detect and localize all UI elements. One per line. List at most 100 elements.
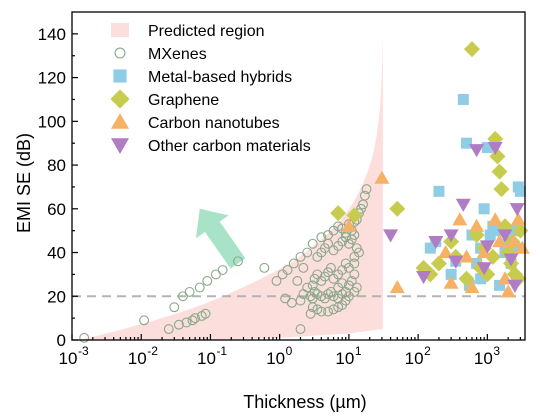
mxenes-point: [233, 256, 243, 267]
graphene-point: [389, 200, 406, 217]
carbon-nanotubes-point: [506, 234, 522, 248]
carbon-nanotubes-point: [500, 284, 516, 298]
mxenes-point: [337, 278, 348, 289]
mxenes-point: [325, 262, 336, 273]
other-carbon-materials-point: [443, 229, 459, 243]
x-tick-label: 10: [335, 349, 354, 368]
mxenes-point: [282, 265, 293, 275]
metal-based-hybrids-point: [471, 257, 483, 269]
metal-based-hybrids-point: [457, 93, 469, 105]
x-tick-exponent: 1: [355, 344, 362, 358]
mxenes-point: [292, 276, 303, 286]
carbon-nanotubes-point: [452, 212, 468, 226]
mxenes-point: [288, 258, 299, 269]
mxenes-point: [181, 317, 192, 328]
other-carbon-materials-point: [503, 253, 519, 267]
legend-symbol-graphene: [110, 89, 130, 109]
legend-symbol-other-carbon-materials: [111, 138, 129, 154]
y-tick-label: 120: [38, 69, 66, 88]
legend-label-other-carbon-materials: Other carbon materials: [148, 138, 311, 155]
other-carbon-materials-point: [487, 141, 503, 156]
metal-based-hybrids-point: [478, 203, 490, 215]
mxenes-point: [259, 262, 270, 273]
metal-based-hybrids-point: [510, 242, 522, 254]
mxenes-point: [271, 276, 282, 286]
mxenes-point: [337, 300, 348, 310]
mxenes-point: [316, 232, 327, 243]
metal-based-hybrids-point: [460, 137, 472, 149]
trend-arrow: [195, 208, 246, 269]
y-axis-title: EMI SE (dB): [14, 133, 34, 233]
mxenes-point: [190, 313, 201, 324]
x-tick-label: 10: [474, 349, 493, 368]
graphene-point: [493, 181, 510, 198]
legend-label-carbon-nanotubes: Carbon nanotubes: [148, 115, 280, 132]
mxenes-point: [217, 265, 228, 275]
metal-based-hybrids-point: [445, 268, 457, 280]
metal-based-hybrids-point: [514, 185, 526, 197]
mxenes-point: [302, 282, 313, 293]
other-carbon-materials-point: [383, 229, 399, 243]
carbon-nanotubes-point: [374, 170, 390, 184]
mxenes-point: [202, 276, 213, 286]
graphene-point: [330, 205, 347, 222]
carbon-nanotubes-point: [469, 218, 485, 232]
metal-based-hybrids-point: [433, 185, 445, 197]
y-tick-label: 0: [57, 331, 66, 350]
mxenes-point: [359, 190, 370, 201]
trend-arrow-layer: [195, 208, 246, 269]
mxenes-point: [139, 315, 150, 326]
legend-label-graphene: Graphene: [148, 92, 219, 109]
x-tick-label: 10: [128, 349, 147, 368]
mxenes-point: [295, 324, 306, 335]
mxenes-point: [194, 282, 205, 293]
legend: Predicted region MXenes Metal-based hybrid…: [110, 23, 311, 155]
mxenes-point: [173, 319, 184, 330]
x-tick-label: 10: [266, 349, 285, 368]
mxenes-point: [323, 306, 334, 317]
mxenes-point: [184, 286, 195, 297]
mxenes-point: [169, 302, 180, 313]
x-tick-exponent: 0: [286, 344, 293, 358]
x-axis-title: Thickness (µm): [243, 392, 366, 412]
other-carbon-materials-point: [479, 240, 495, 254]
x-tick-exponent: 2: [424, 344, 431, 358]
x-tick-exponent: -2: [147, 344, 158, 358]
mxenes-point: [349, 258, 360, 269]
other-carbon-materials-point: [507, 279, 523, 293]
carbon-nanotubes-point: [487, 212, 503, 226]
carbon-nanotubes-point: [492, 234, 508, 248]
metal-based-hybrids-point: [475, 273, 487, 285]
legend-label-mxenes: MXenes: [148, 46, 207, 63]
other-carbon-materials-point: [455, 198, 471, 212]
mxenes-point: [349, 269, 360, 280]
mxenes-point: [200, 308, 211, 319]
legend-label-predicted-region: Predicted region: [148, 23, 265, 40]
mxenes-point: [316, 306, 327, 317]
data-points-layer: [79, 41, 530, 343]
mxenes-point: [307, 238, 318, 249]
predicted-region-layer: [79, 33, 383, 340]
x-tick-exponent: 3: [493, 344, 500, 358]
y-tick-label: 20: [47, 287, 66, 306]
x-tick-label: 10: [59, 349, 78, 368]
metal-based-hybrids-point: [481, 142, 493, 154]
carbon-nanotubes-point: [458, 249, 474, 263]
x-tick-exponent: -3: [78, 344, 89, 358]
predicted-region-area: [79, 33, 383, 340]
carbon-nanotubes-point: [389, 280, 405, 294]
carbon-nanotubes-point: [443, 275, 459, 289]
mxenes-point: [298, 262, 309, 273]
metal-based-hybrids-point: [494, 279, 506, 291]
mxenes-point: [163, 324, 174, 335]
mxenes-point: [323, 289, 334, 300]
x-tick-label: 10: [197, 349, 216, 368]
mxenes-point: [307, 302, 318, 313]
other-carbon-materials-point: [509, 203, 525, 217]
graphene-point: [489, 148, 506, 165]
other-carbon-materials-point: [469, 144, 485, 158]
graphene-point: [463, 41, 480, 58]
legend-symbol-predicted-region: [111, 23, 129, 37]
